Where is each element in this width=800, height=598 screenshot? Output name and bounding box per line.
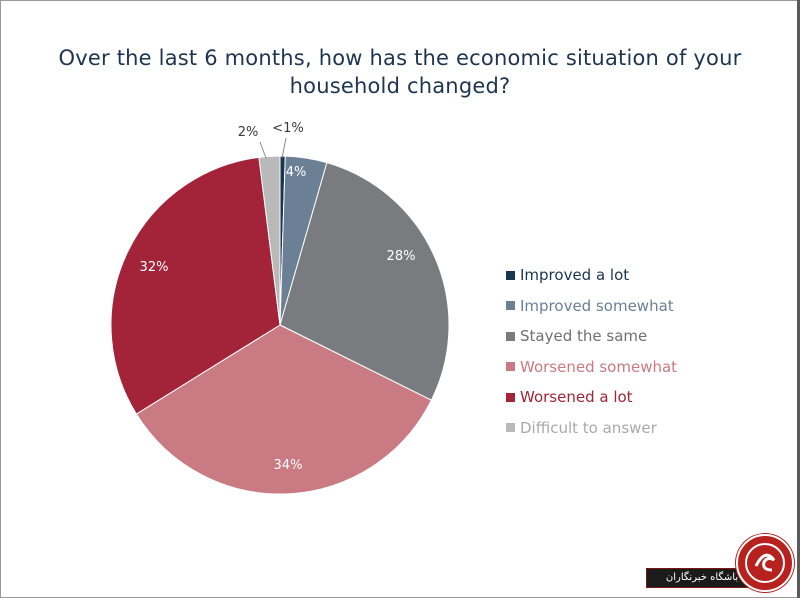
slide-edge (797, 0, 800, 598)
legend-swatch (506, 331, 515, 341)
chart-title: Over the last 6 months, how has the econ… (0, 44, 800, 100)
data-label: 34% (274, 458, 303, 473)
legend-swatch (506, 362, 515, 372)
data-label: 28% (387, 249, 416, 264)
pie-slice-difficult-to-answer (258, 155, 281, 326)
watermark-seal-icon (736, 534, 794, 592)
legend-swatch (506, 392, 515, 402)
chart-legend: Improved a lot Improved somewhat Stayed th… (506, 260, 677, 443)
legend-label: Improved somewhat (520, 296, 674, 315)
legend-item: Improved a lot (506, 260, 677, 291)
pie-slice-stayed-the-same (279, 162, 450, 401)
legend-swatch (506, 423, 515, 433)
leader-line (259, 141, 267, 159)
chart-title-line-2: household changed? (289, 74, 511, 98)
data-label: 4% (286, 165, 307, 180)
pie-slice-worsened-a-lot (110, 156, 281, 415)
legend-label: Difficult to answer (520, 418, 657, 437)
legend-item: Worsened a lot (506, 382, 677, 413)
data-label: <1% (272, 121, 304, 136)
chart-title-line-1: Over the last 6 months, how has the econ… (58, 46, 742, 70)
legend-label: Worsened somewhat (520, 357, 678, 376)
legend-label: Stayed the same (520, 327, 648, 345)
legend-swatch (506, 301, 515, 311)
leader-line (281, 137, 287, 159)
data-label: 32% (140, 260, 169, 275)
legend-label: Improved a lot (520, 266, 630, 284)
legend-item: Worsened somewhat (506, 352, 677, 383)
legend-item: Stayed the same (506, 321, 677, 352)
legend-label: Worsened a lot (520, 388, 633, 406)
data-label: 2% (238, 125, 259, 140)
legend-item: Difficult to answer (506, 413, 677, 444)
legend-swatch (506, 270, 515, 280)
legend-item: Improved somewhat (506, 291, 677, 322)
watermark-logo: باشگاه خبرنگاران (646, 534, 794, 592)
pie-slice-worsened-somewhat (135, 324, 433, 495)
